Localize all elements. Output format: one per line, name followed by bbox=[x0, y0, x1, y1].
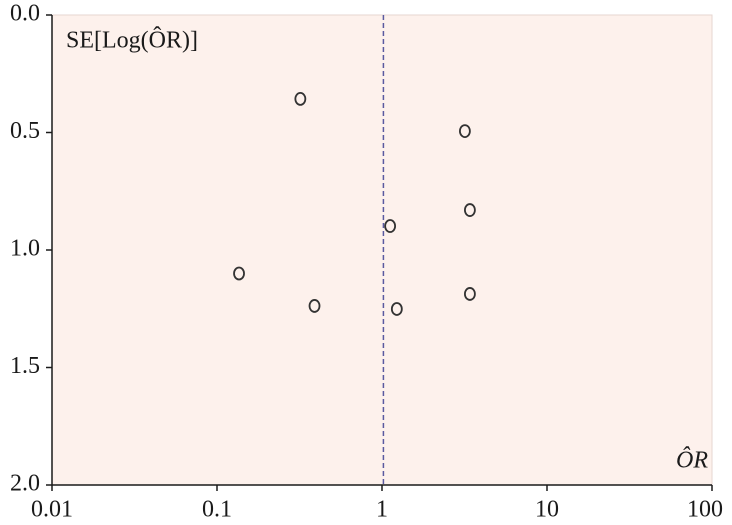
study-point bbox=[464, 203, 476, 217]
y-tick-label: 0.0 bbox=[10, 1, 40, 27]
x-tick-label: 100 bbox=[687, 497, 723, 523]
study-point bbox=[384, 219, 397, 233]
study-point bbox=[464, 287, 476, 301]
y-tick-label: 2.0 bbox=[10, 471, 40, 497]
plot-background bbox=[51, 14, 713, 486]
y-tick-label: 1.0 bbox=[10, 236, 40, 262]
study-point bbox=[390, 302, 403, 316]
x-tick-label: 0.1 bbox=[202, 497, 232, 523]
x-tick-label: 0.01 bbox=[31, 497, 73, 523]
x-tick-label: 10 bbox=[535, 497, 559, 523]
y-tick-label: 0.5 bbox=[10, 118, 40, 144]
x-tick-label: 1 bbox=[376, 497, 388, 523]
y-tick-label: 1.5 bbox=[10, 353, 40, 379]
y-axis-label: SE[Log(ÔR)] bbox=[66, 27, 198, 54]
study-point bbox=[459, 124, 471, 138]
x-axis-label: ÔR bbox=[676, 447, 708, 474]
study-point bbox=[294, 91, 307, 106]
study-point bbox=[233, 266, 245, 281]
study-point bbox=[308, 299, 321, 313]
